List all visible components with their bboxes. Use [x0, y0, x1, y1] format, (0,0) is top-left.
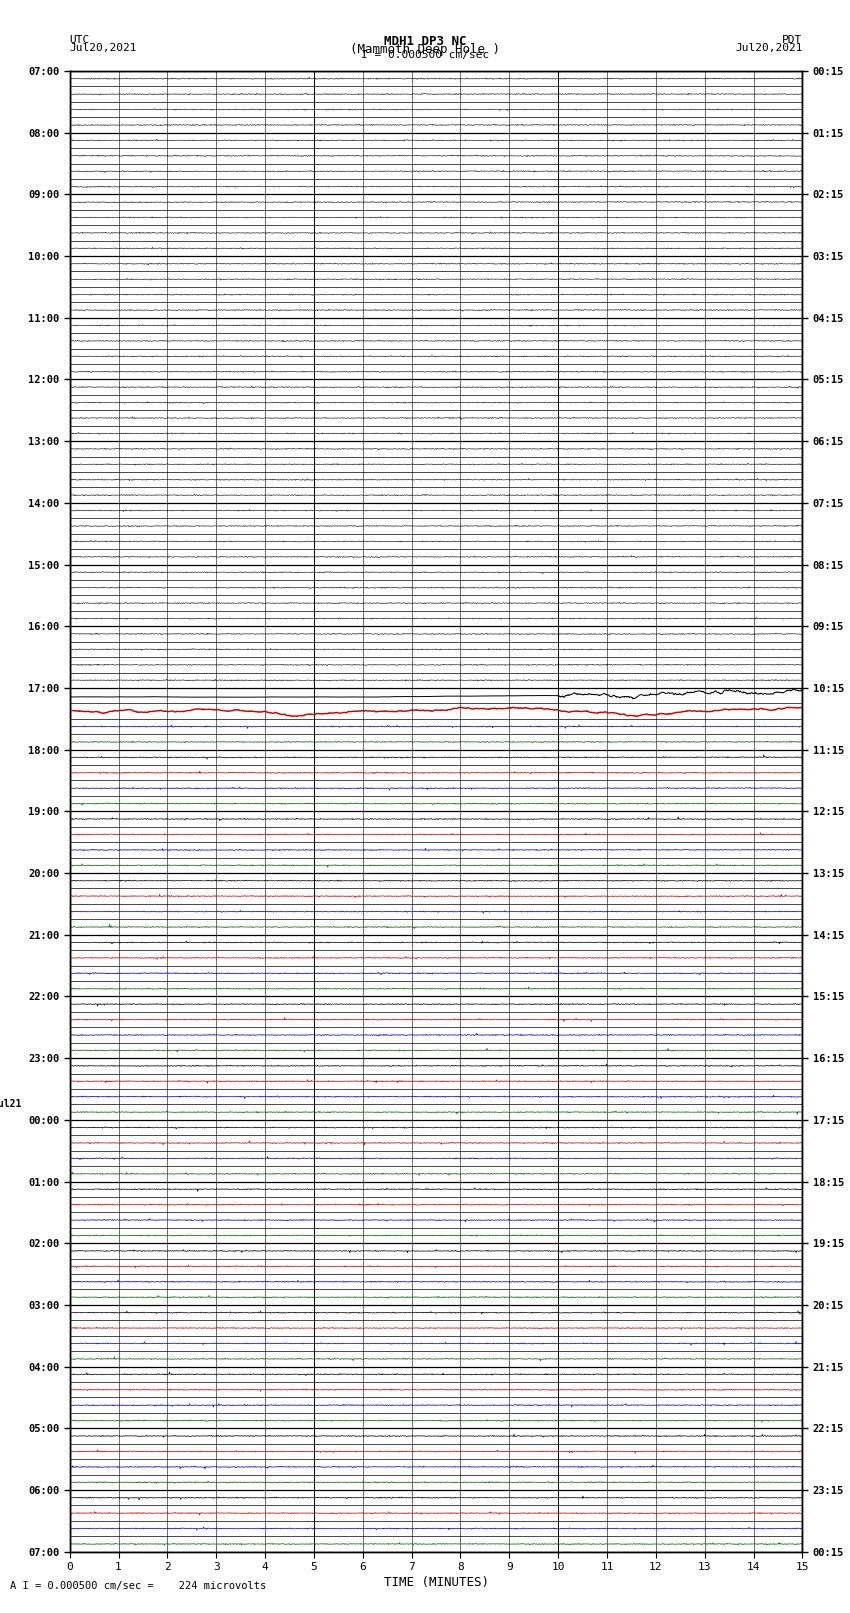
Text: Jul20,2021: Jul20,2021: [735, 44, 802, 53]
Text: MDH1 DP3 NC: MDH1 DP3 NC: [383, 35, 467, 48]
Text: I = 0.000500 cm/sec: I = 0.000500 cm/sec: [361, 50, 489, 60]
Text: (Mammoth Deep Hole ): (Mammoth Deep Hole ): [350, 44, 500, 56]
Text: Jul20,2021: Jul20,2021: [70, 44, 137, 53]
Text: Jul21: Jul21: [0, 1098, 22, 1110]
Text: A I = 0.000500 cm/sec =    224 microvolts: A I = 0.000500 cm/sec = 224 microvolts: [10, 1581, 266, 1590]
X-axis label: TIME (MINUTES): TIME (MINUTES): [383, 1576, 489, 1589]
Text: UTC: UTC: [70, 35, 90, 45]
Text: PDT: PDT: [782, 35, 802, 45]
